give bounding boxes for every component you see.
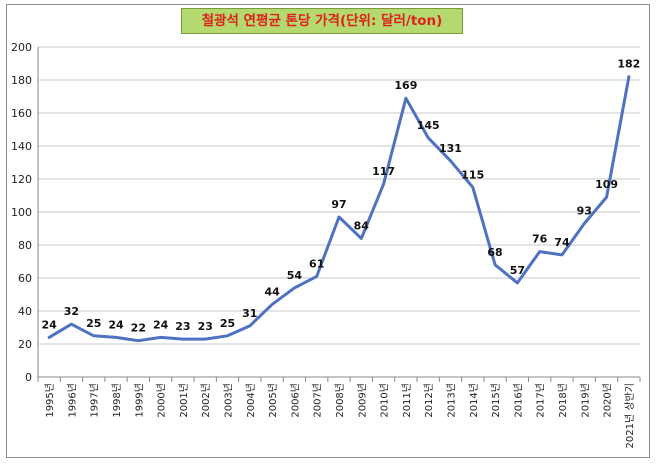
data-label: 115 (461, 168, 484, 181)
y-tick-label: 120 (11, 173, 32, 186)
y-tick-label: 180 (11, 74, 32, 87)
x-tick-labels: 1995년 1996년 1997년 1998년 1999년 2000년 2001년 2002년… (44, 383, 636, 448)
x-tick-label: 2012년 (423, 383, 435, 418)
x-tick-label: 1997년 (89, 383, 101, 418)
x-tick-label: 2002년 (200, 383, 212, 418)
data-label: 131 (439, 142, 462, 155)
x-tick-label: 2011년 (401, 383, 413, 418)
x-tick-label: 1998년 (111, 383, 123, 418)
y-tick-labels: 0 20 40 60 80 100 120 140 160 180 200 (11, 41, 32, 384)
data-label: 24 (108, 318, 124, 331)
series-line (47, 75, 631, 343)
y-tick-label: 40 (18, 305, 32, 318)
x-tick-label: 2009년 (356, 383, 368, 418)
data-label: 109 (595, 178, 618, 191)
y-tick-label: 160 (11, 107, 32, 120)
y-tick-label: 100 (11, 206, 32, 219)
x-tick-label: 2015년 (490, 383, 502, 418)
x-tick-label: 2020년 (602, 383, 614, 418)
data-label: 32 (64, 305, 79, 318)
x-tick-label: 2008년 (334, 383, 346, 418)
data-label: 25 (86, 317, 101, 330)
data-label: 44 (264, 285, 280, 298)
data-label: 145 (417, 119, 440, 132)
x-tick-label: 2003년 (223, 383, 235, 418)
x-tick-label: 2006년 (289, 383, 301, 418)
y-tick-label: 80 (18, 239, 32, 252)
x-tick-label: 2004년 (245, 383, 257, 418)
data-label: 93 (577, 205, 592, 218)
data-label: 24 (153, 318, 169, 331)
x-tick-label: 2016년 (512, 383, 524, 418)
data-label: 23 (198, 320, 213, 333)
x-tick-label: 1996년 (66, 383, 78, 418)
x-tick-label: 2013년 (445, 383, 457, 418)
data-label: 68 (487, 246, 502, 259)
x-tick-label: 2007년 (312, 383, 324, 418)
chart-title: 철광석 연평균 톤당 가격(단위: 달러/ton) (181, 8, 463, 34)
x-tick-label: 2010년 (379, 383, 391, 418)
y-tick-label: 20 (18, 338, 32, 351)
data-label: 24 (41, 318, 57, 331)
data-label: 182 (617, 58, 640, 71)
y-tick-label: 0 (25, 371, 32, 384)
data-label: 54 (287, 269, 303, 282)
x-tick-label: 2000년 (156, 383, 168, 418)
data-label: 97 (331, 198, 346, 211)
x-tick-label: 2014년 (468, 383, 480, 418)
x-tick-label: 2019년 (579, 383, 591, 418)
data-label: 57 (510, 264, 525, 277)
axes (37, 47, 641, 382)
data-label: 25 (220, 317, 235, 330)
grid-lines (38, 46, 640, 345)
x-tick-label: 1995년 (44, 383, 56, 418)
x-tick-label: 1999년 (133, 383, 145, 418)
series (47, 75, 631, 343)
data-label: 23 (175, 320, 190, 333)
data-label: 31 (242, 307, 257, 320)
x-tick-label: 2005년 (267, 383, 279, 418)
y-tick-label: 200 (11, 41, 32, 54)
data-label: 22 (131, 322, 146, 335)
x-tick-label: 2021년 상반기 (624, 383, 636, 448)
x-tick-label: 2018년 (557, 383, 569, 418)
data-label: 61 (309, 257, 324, 270)
x-tick-label: 2001년 (178, 383, 190, 418)
data-label: 74 (554, 236, 570, 249)
x-tick-label: 2017년 (535, 383, 547, 418)
data-label: 117 (372, 165, 395, 178)
y-tick-label: 140 (11, 140, 32, 153)
y-tick-label: 60 (18, 272, 32, 285)
data-label: 76 (532, 233, 548, 246)
data-label: 169 (394, 79, 417, 92)
data-labels: 24 32 25 24 22 24 23 23 25 31 44 54 61 97 84 117 169 145 1… (41, 58, 640, 335)
data-label: 84 (354, 219, 370, 232)
